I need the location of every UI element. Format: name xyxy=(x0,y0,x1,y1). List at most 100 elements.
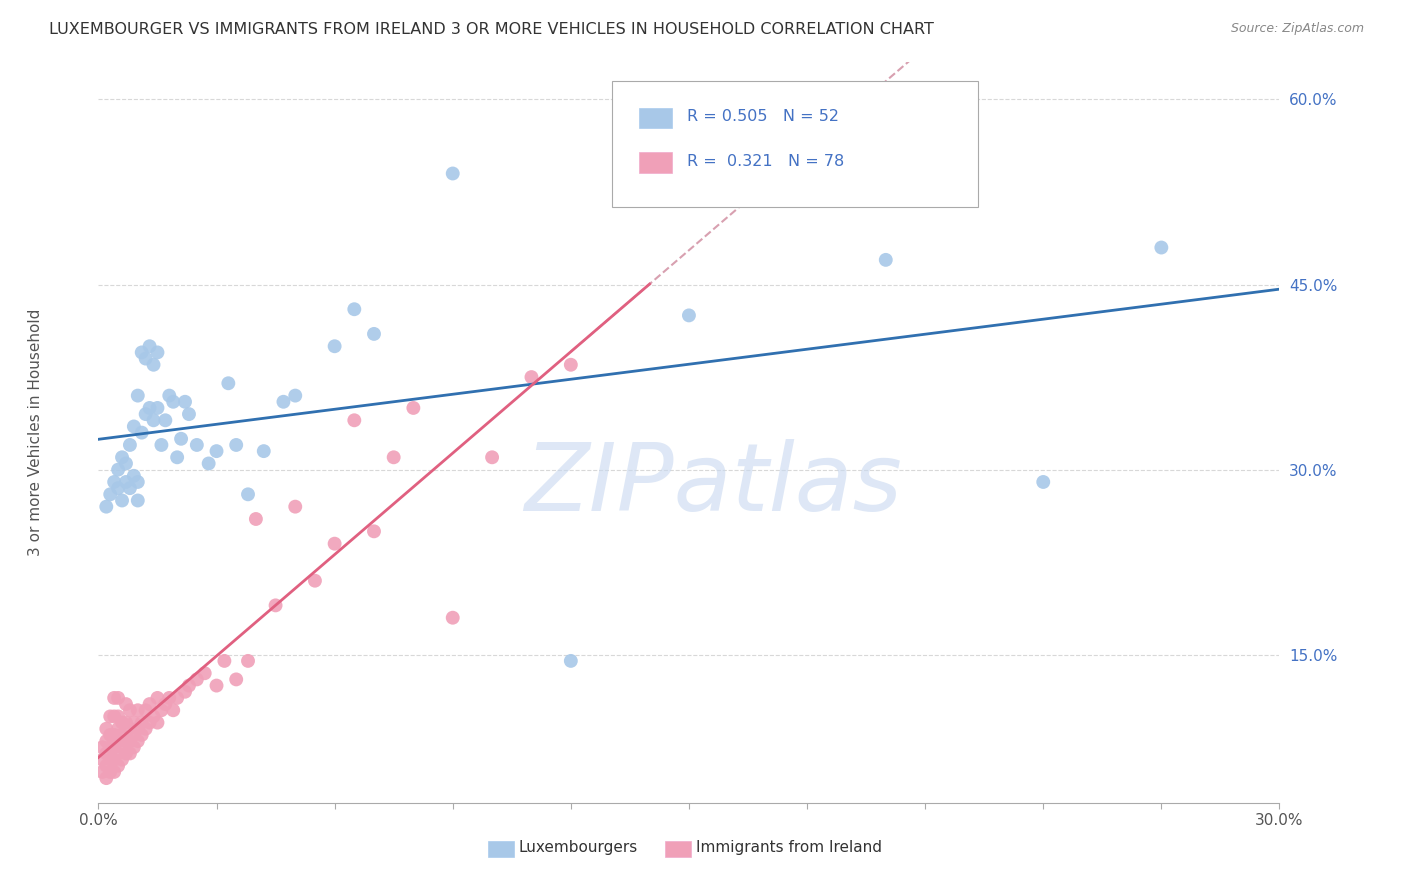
FancyBboxPatch shape xyxy=(640,152,672,173)
Point xyxy=(225,438,247,452)
Point xyxy=(96,758,118,772)
Point xyxy=(103,475,125,489)
Point xyxy=(236,654,259,668)
Point xyxy=(560,358,582,372)
Text: R =  0.321   N = 78: R = 0.321 N = 78 xyxy=(686,153,844,169)
Point xyxy=(177,679,200,693)
Point xyxy=(138,715,160,730)
Point xyxy=(142,358,165,372)
Point xyxy=(155,413,177,427)
Point xyxy=(284,500,307,514)
Point xyxy=(107,709,129,723)
Text: Immigrants from Ireland: Immigrants from Ireland xyxy=(696,839,882,855)
Point xyxy=(111,728,134,742)
Point xyxy=(343,302,366,317)
Point xyxy=(96,771,118,785)
Point xyxy=(115,475,138,489)
Point xyxy=(96,734,118,748)
Point xyxy=(107,690,129,705)
Point xyxy=(103,728,125,742)
Point xyxy=(111,715,134,730)
Point xyxy=(146,401,169,415)
Point xyxy=(127,389,149,403)
Point xyxy=(363,524,385,539)
Point xyxy=(323,536,346,550)
Point xyxy=(170,432,193,446)
Text: Luxembourgers: Luxembourgers xyxy=(519,839,638,855)
Point xyxy=(174,394,197,409)
Point xyxy=(118,481,141,495)
Point xyxy=(131,728,153,742)
Point xyxy=(131,715,153,730)
Point xyxy=(157,690,180,705)
Point xyxy=(875,252,897,267)
Text: Source: ZipAtlas.com: Source: ZipAtlas.com xyxy=(1230,22,1364,36)
Point xyxy=(264,599,287,613)
Point xyxy=(127,475,149,489)
Point xyxy=(225,673,247,687)
Point xyxy=(253,444,276,458)
Text: LUXEMBOURGER VS IMMIGRANTS FROM IRELAND 3 OR MORE VEHICLES IN HOUSEHOLD CORRELAT: LUXEMBOURGER VS IMMIGRANTS FROM IRELAND … xyxy=(49,22,934,37)
Point xyxy=(1150,240,1173,254)
Point xyxy=(217,376,239,391)
Point xyxy=(135,351,157,366)
FancyBboxPatch shape xyxy=(612,81,979,207)
Point xyxy=(441,166,464,180)
Point xyxy=(1032,475,1054,489)
Point xyxy=(127,722,149,736)
Point xyxy=(96,722,118,736)
Point xyxy=(205,679,228,693)
Point xyxy=(103,764,125,779)
Point xyxy=(343,413,366,427)
Point xyxy=(98,487,121,501)
Point xyxy=(162,394,184,409)
Point xyxy=(186,438,208,452)
Point xyxy=(166,690,188,705)
Point xyxy=(131,345,153,359)
Point xyxy=(96,747,118,761)
Point xyxy=(177,407,200,421)
Point xyxy=(138,339,160,353)
Point xyxy=(323,339,346,353)
Point xyxy=(115,715,138,730)
Point xyxy=(284,389,307,403)
Point xyxy=(107,758,129,772)
Point xyxy=(115,457,138,471)
Point xyxy=(520,370,543,384)
Point xyxy=(122,715,145,730)
FancyBboxPatch shape xyxy=(488,840,515,857)
Point xyxy=(91,753,114,767)
Point xyxy=(205,444,228,458)
Point xyxy=(122,728,145,742)
Point xyxy=(135,703,157,717)
Point xyxy=(118,438,141,452)
Point xyxy=(150,438,173,452)
Point xyxy=(98,709,121,723)
Point xyxy=(138,697,160,711)
Point xyxy=(138,401,160,415)
Point xyxy=(122,740,145,755)
Point xyxy=(363,326,385,341)
Point xyxy=(194,666,217,681)
Point xyxy=(146,690,169,705)
Point xyxy=(111,450,134,465)
Point xyxy=(304,574,326,588)
Point xyxy=(560,654,582,668)
Point xyxy=(135,407,157,421)
Point xyxy=(96,500,118,514)
Point xyxy=(98,764,121,779)
Point xyxy=(127,734,149,748)
Point xyxy=(155,697,177,711)
Point xyxy=(103,740,125,755)
Point xyxy=(127,493,149,508)
Point xyxy=(91,740,114,755)
Point xyxy=(103,753,125,767)
FancyBboxPatch shape xyxy=(665,840,692,857)
Point xyxy=(107,722,129,736)
Text: ZIPatlas: ZIPatlas xyxy=(523,439,901,530)
Point xyxy=(162,703,184,717)
Point xyxy=(146,345,169,359)
Point xyxy=(382,450,405,465)
Point xyxy=(118,747,141,761)
Point xyxy=(441,610,464,624)
